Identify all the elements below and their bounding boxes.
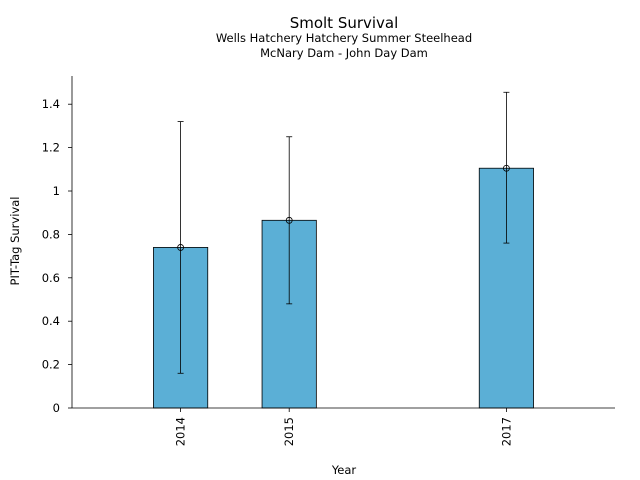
y-tick-label: 0 [53, 401, 60, 415]
chart-subtitle-line-2: McNary Dam - John Day Dam [260, 46, 428, 60]
bar-series [153, 167, 534, 409]
point-marker-2015 [285, 216, 293, 224]
y-axis: 0 0.2 0.4 0.6 0.8 1 1.2 1.4 [42, 76, 73, 415]
point-marker-2017 [502, 164, 510, 172]
y-axis-label: PIT-Tag Survival [8, 197, 22, 286]
chart-subtitle-line-1: Wells Hatchery Hatchery Summer Steelhead [216, 31, 472, 45]
x-axis-label: Year [331, 463, 357, 477]
y-tick-label: 0.2 [42, 358, 60, 372]
y-tick-label: 0.4 [42, 314, 60, 328]
y-tick-label: 0.8 [42, 227, 60, 241]
y-tick-label: 0.6 [42, 271, 60, 285]
point-marker-2014 [177, 244, 185, 251]
error-bar-series [177, 91, 510, 374]
y-tick-label: 1 [53, 184, 60, 198]
x-tick-label-2017: 2017 [499, 417, 513, 446]
y-tick-label: 1.4 [42, 97, 60, 111]
y-tick-label: 1.2 [42, 141, 60, 155]
x-tick-label-2015: 2015 [282, 417, 296, 446]
x-axis: 2014 2015 2017 [72, 407, 615, 446]
chart-title: Smolt Survival [290, 14, 399, 32]
x-tick-label-2014: 2014 [174, 417, 188, 446]
